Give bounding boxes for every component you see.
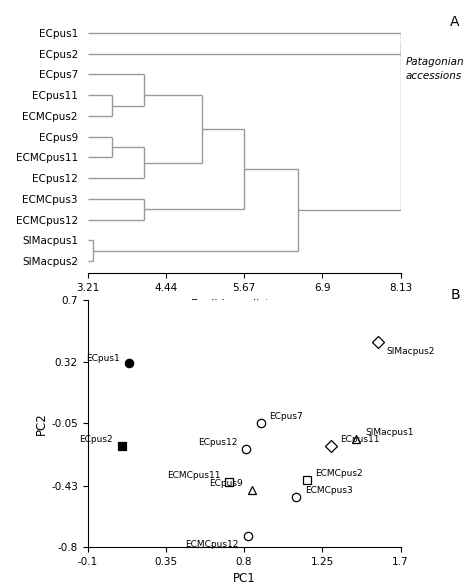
X-axis label: Euclidean distance: Euclidean distance xyxy=(191,299,297,309)
Text: ECMCpus11: ECMCpus11 xyxy=(167,471,220,480)
Text: ECpus12: ECpus12 xyxy=(198,438,237,447)
Text: ECpus7: ECpus7 xyxy=(269,412,303,421)
Text: ECMCpus2: ECMCpus2 xyxy=(315,469,363,478)
Text: ECMCpus3: ECMCpus3 xyxy=(305,486,353,495)
Text: SIMacpus2: SIMacpus2 xyxy=(387,348,435,356)
Text: accessions: accessions xyxy=(405,71,462,82)
Text: ECpus2: ECpus2 xyxy=(79,435,113,443)
Text: B: B xyxy=(450,288,460,302)
Text: ECpus11: ECpus11 xyxy=(340,435,379,443)
Text: ECpus9: ECpus9 xyxy=(210,479,243,488)
Text: ECpus1: ECpus1 xyxy=(86,354,120,363)
Y-axis label: PC2: PC2 xyxy=(36,412,48,435)
Text: A: A xyxy=(450,15,460,29)
Text: ECMCpus12: ECMCpus12 xyxy=(185,540,239,549)
X-axis label: PC1: PC1 xyxy=(233,572,255,585)
Text: Patagonian: Patagonian xyxy=(405,56,464,67)
Text: SIMacpus1: SIMacpus1 xyxy=(365,428,413,437)
